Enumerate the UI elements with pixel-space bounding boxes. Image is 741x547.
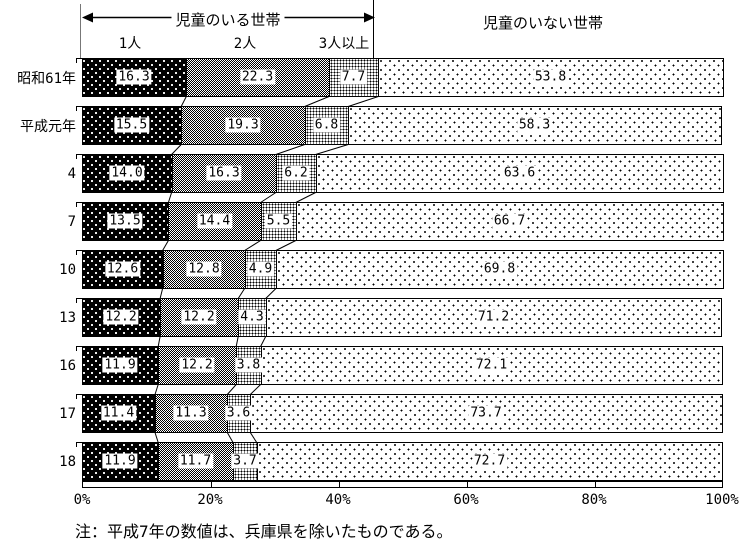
value-label: 13.5 xyxy=(107,213,143,229)
x-axis xyxy=(82,481,723,488)
y-axis-tick xyxy=(76,58,82,63)
value-label: 72.7 xyxy=(471,453,508,469)
value-label: 12.8 xyxy=(186,261,222,277)
y-axis-tick xyxy=(76,442,82,447)
value-label: 53.8 xyxy=(532,69,569,85)
x-axis-tick-label: 0% xyxy=(73,492,91,508)
value-label: 72.1 xyxy=(473,357,510,373)
value-label: 14.0 xyxy=(109,165,145,181)
y-axis-tick xyxy=(76,298,82,303)
y-axis-label: 10 xyxy=(59,261,76,278)
x-axis-tick-label: 40% xyxy=(325,492,351,508)
y-axis-label: 7 xyxy=(67,213,76,230)
y-axis-tick xyxy=(76,346,82,351)
value-label: 12.2 xyxy=(179,357,215,373)
value-label: 12.2 xyxy=(181,309,217,325)
bar-row: 13.5 14.4 5.5 66.7 xyxy=(82,202,724,241)
value-label: 15.5 xyxy=(113,117,150,133)
value-label: 3.7 xyxy=(231,453,259,469)
value-label: 16.3 xyxy=(116,69,152,85)
value-label: 11.4 xyxy=(100,405,137,421)
value-label: 3.8 xyxy=(234,357,263,373)
bar-row: 11.9 12.2 3.8 72.1 xyxy=(82,346,723,385)
y-axis-tick xyxy=(76,202,82,207)
bar-row: 16.3 22.3 7.7 53.8 xyxy=(82,58,724,97)
x-axis-tick-label: 80% xyxy=(581,492,607,508)
value-label: 63.6 xyxy=(501,165,538,181)
bar-segment xyxy=(168,202,262,241)
series-sublabel: 2人 xyxy=(233,36,257,52)
value-label: 12.6 xyxy=(104,261,141,277)
x-axis-tick-label: 20% xyxy=(197,492,223,508)
value-label: 19.3 xyxy=(225,117,261,133)
value-label: 11.3 xyxy=(173,405,209,421)
value-label: 66.7 xyxy=(491,213,528,229)
y-axis-tick xyxy=(76,394,82,399)
x-axis-tick xyxy=(595,482,596,487)
value-label: 58.3 xyxy=(516,117,553,133)
x-axis-tick-label: 100% xyxy=(705,492,739,508)
group-label-with-children: 児童のいる世帯 xyxy=(171,9,285,30)
group-label-without-children: 児童のいない世帯 xyxy=(482,14,604,32)
bar-segment xyxy=(250,394,723,433)
footnote: 注：平成7年の数値は、兵庫県を除いたものである。 xyxy=(75,522,453,541)
value-label: 11.7 xyxy=(177,453,214,469)
value-label: 11.9 xyxy=(102,357,138,373)
y-axis-label: 13 xyxy=(59,309,76,326)
series-sublabel: 1人 xyxy=(118,36,142,52)
value-label: 69.8 xyxy=(481,261,518,277)
value-label: 6.8 xyxy=(312,117,341,133)
value-label: 11.9 xyxy=(102,453,138,469)
value-label: 4.9 xyxy=(246,261,275,277)
value-label: 16.3 xyxy=(206,165,242,181)
header-divider-left xyxy=(80,4,81,58)
value-label: 12.2 xyxy=(103,309,139,325)
value-label: 5.5 xyxy=(264,213,293,229)
bar-row: 12.6 12.8 4.9 69.8 xyxy=(82,250,724,289)
y-axis-tick xyxy=(76,154,82,159)
y-axis-label: 4 xyxy=(67,165,76,182)
y-axis-label: 昭和61年 xyxy=(17,70,76,87)
value-label: 4.3 xyxy=(238,309,266,325)
x-axis-tick xyxy=(467,482,468,487)
header-divider-right xyxy=(373,0,374,58)
value-label: 22.3 xyxy=(239,69,276,85)
bar-segment xyxy=(257,442,723,481)
value-label: 71.2 xyxy=(475,309,512,325)
value-label: 3.6 xyxy=(224,405,253,421)
x-axis-tick xyxy=(211,482,212,487)
y-axis-label: 18 xyxy=(59,453,76,470)
bar-row: 11.9 11.7 3.7 72.7 xyxy=(82,442,723,481)
plot-area: 16.3 22.3 7.7 53.8 15.5 19.3 6.8 58.3 14.0 16.3 6.… xyxy=(82,58,724,490)
segment-connector-lines xyxy=(154,96,379,443)
value-label: 6.2 xyxy=(282,165,310,181)
value-label: 14.4 xyxy=(196,213,233,229)
x-axis-tick-label: 60% xyxy=(453,492,479,508)
bar-row: 14.0 16.3 6.2 63.6 xyxy=(82,154,724,193)
y-axis-label: 16 xyxy=(59,357,76,374)
bar-row: 12.2 12.2 4.3 71.2 xyxy=(82,298,723,337)
bar-segment xyxy=(82,106,182,145)
bar-segment xyxy=(276,250,724,289)
bar-segment xyxy=(82,154,173,193)
y-axis-label: 平成元年 xyxy=(20,118,76,135)
bar-segment xyxy=(261,346,723,385)
y-axis-tick xyxy=(76,250,82,255)
x-axis-tick xyxy=(339,482,340,487)
bar-row: 11.4 11.3 3.6 73.7 xyxy=(82,394,723,433)
series-sublabel: 3人以上 xyxy=(318,36,370,52)
y-axis-label: 17 xyxy=(59,405,76,422)
bar-row: 15.5 19.3 6.8 58.3 xyxy=(82,106,723,145)
y-axis-tick xyxy=(76,106,82,111)
value-label: 73.7 xyxy=(468,405,504,421)
value-label: 7.7 xyxy=(339,69,368,85)
